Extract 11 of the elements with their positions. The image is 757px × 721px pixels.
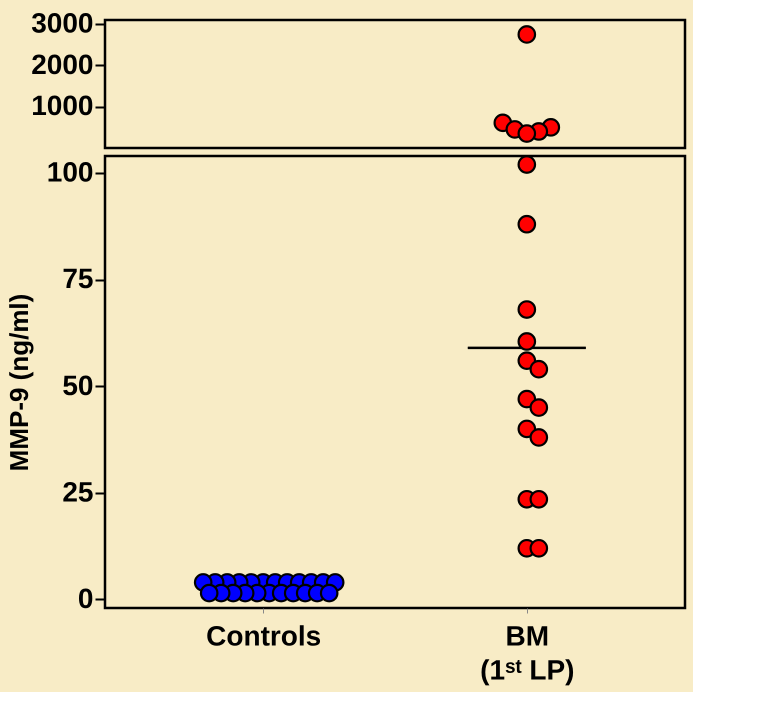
- y-axis-title: MMP-9 (ng/ml): [4, 294, 34, 472]
- y-tick-label: 100: [46, 156, 94, 188]
- y-tick-label: 3000: [31, 8, 94, 39]
- y-tick-label: 75: [62, 263, 94, 294]
- y-tick-label: 2000: [31, 48, 94, 80]
- y-tick-label: 0: [78, 582, 94, 614]
- x-tick-label: BM (1ˢᵗ LP): [480, 620, 575, 686]
- y-tick-label: 1000: [31, 90, 94, 122]
- y-tick-label: 25: [62, 476, 94, 508]
- y-tick-label: 50: [62, 370, 94, 401]
- x-tick-label: Controls: [206, 620, 322, 652]
